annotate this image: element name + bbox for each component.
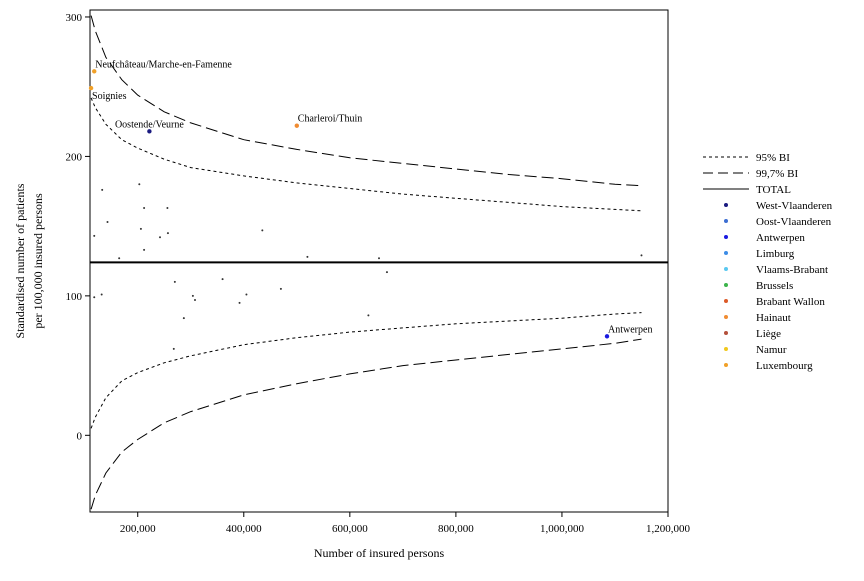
legend-dot-swatch bbox=[724, 283, 728, 287]
district-point bbox=[640, 254, 643, 257]
legend-dot-swatch bbox=[724, 363, 728, 367]
district-point bbox=[166, 207, 169, 210]
district-point bbox=[367, 314, 370, 317]
district-point bbox=[118, 257, 121, 260]
x-tick-label: 400,000 bbox=[226, 523, 262, 535]
point-annotation: Oostende/Veurne bbox=[115, 119, 184, 130]
upper-95-limit-line bbox=[90, 97, 642, 212]
highlight-point bbox=[294, 123, 300, 128]
legend-dot-swatch bbox=[724, 219, 728, 223]
legend-label: 99,7% BI bbox=[756, 168, 799, 180]
highlight-point bbox=[604, 334, 610, 339]
legend-dot-swatch bbox=[724, 203, 728, 207]
district-point bbox=[191, 294, 194, 297]
district-point bbox=[166, 232, 169, 235]
district-point bbox=[138, 183, 141, 186]
legend-dot-swatch bbox=[724, 251, 728, 255]
district-point bbox=[101, 188, 104, 191]
district-point bbox=[245, 293, 248, 296]
district-point bbox=[173, 280, 176, 283]
district-point bbox=[261, 229, 264, 232]
district-point bbox=[93, 234, 96, 237]
legend-label: Brussels bbox=[756, 280, 793, 292]
district-point bbox=[143, 248, 146, 251]
district-point bbox=[139, 227, 142, 230]
point-annotation: Antwerpen bbox=[608, 324, 652, 335]
y-axis-title-line1: Standardised number of patients bbox=[13, 183, 27, 338]
district-point bbox=[158, 236, 161, 239]
district-point bbox=[100, 293, 103, 296]
legend-label: Antwerpen bbox=[756, 232, 805, 244]
legend-dot-swatch bbox=[724, 347, 728, 351]
y-axis-title-line2: per 100,000 insured persons bbox=[31, 193, 45, 329]
district-point bbox=[143, 207, 146, 210]
x-axis-title: Number of insured persons bbox=[314, 546, 445, 560]
legend-label: Luxembourg bbox=[756, 360, 813, 372]
lower-997-limit-line bbox=[90, 338, 642, 510]
legend-dot-swatch bbox=[724, 235, 728, 239]
district-point bbox=[182, 317, 185, 320]
district-point bbox=[193, 299, 196, 302]
y-tick-label: 200 bbox=[66, 151, 83, 163]
district-point bbox=[172, 347, 175, 350]
x-tick-label: 600,000 bbox=[332, 523, 368, 535]
x-tick-label: 200,000 bbox=[120, 523, 156, 535]
legend-dot-swatch bbox=[724, 299, 728, 303]
x-tick-label: 800,000 bbox=[438, 523, 474, 535]
district-point bbox=[221, 278, 224, 281]
district-point bbox=[238, 301, 241, 304]
legend-label: West-Vlaanderen bbox=[756, 200, 833, 212]
district-point bbox=[385, 271, 388, 274]
point-annotation: Neufchâteau/Marche-en-Famenne bbox=[95, 59, 232, 70]
legend-label: Limburg bbox=[756, 248, 795, 260]
legend-label: Vlaams-Brabant bbox=[756, 264, 828, 276]
district-point bbox=[306, 255, 309, 258]
x-tick-label: 1,200,000 bbox=[646, 523, 691, 535]
legend-label: Liège bbox=[756, 328, 781, 340]
plot-frame bbox=[89, 9, 669, 513]
y-tick-label: 0 bbox=[77, 430, 83, 442]
x-tick-label: 1,000,000 bbox=[540, 523, 585, 535]
legend-dot-swatch bbox=[724, 267, 728, 271]
lower-95-limit-line bbox=[90, 312, 642, 429]
highlight-point bbox=[88, 85, 94, 91]
legend-label: 95% BI bbox=[756, 152, 790, 164]
upper-997-limit-line bbox=[90, 15, 642, 187]
legend-dot-swatch bbox=[724, 331, 728, 335]
legend-label: TOTAL bbox=[756, 184, 791, 196]
district-point bbox=[93, 296, 96, 299]
district-point bbox=[378, 257, 380, 260]
legend-label: Namur bbox=[756, 344, 787, 356]
legend-dot-swatch bbox=[724, 315, 728, 319]
district-point bbox=[106, 220, 109, 223]
highlight-point bbox=[92, 69, 97, 74]
y-tick-label: 100 bbox=[66, 291, 83, 303]
district-point bbox=[279, 287, 282, 290]
highlight-point bbox=[147, 129, 152, 134]
point-annotation: Soignies bbox=[92, 91, 127, 102]
legend-label: Hainaut bbox=[756, 312, 791, 324]
y-tick-label: 300 bbox=[66, 12, 83, 24]
legend-label: Oost-Vlaanderen bbox=[756, 216, 832, 228]
point-annotation: Charleroi/Thuin bbox=[298, 114, 362, 125]
legend-label: Brabant Wallon bbox=[756, 296, 825, 308]
